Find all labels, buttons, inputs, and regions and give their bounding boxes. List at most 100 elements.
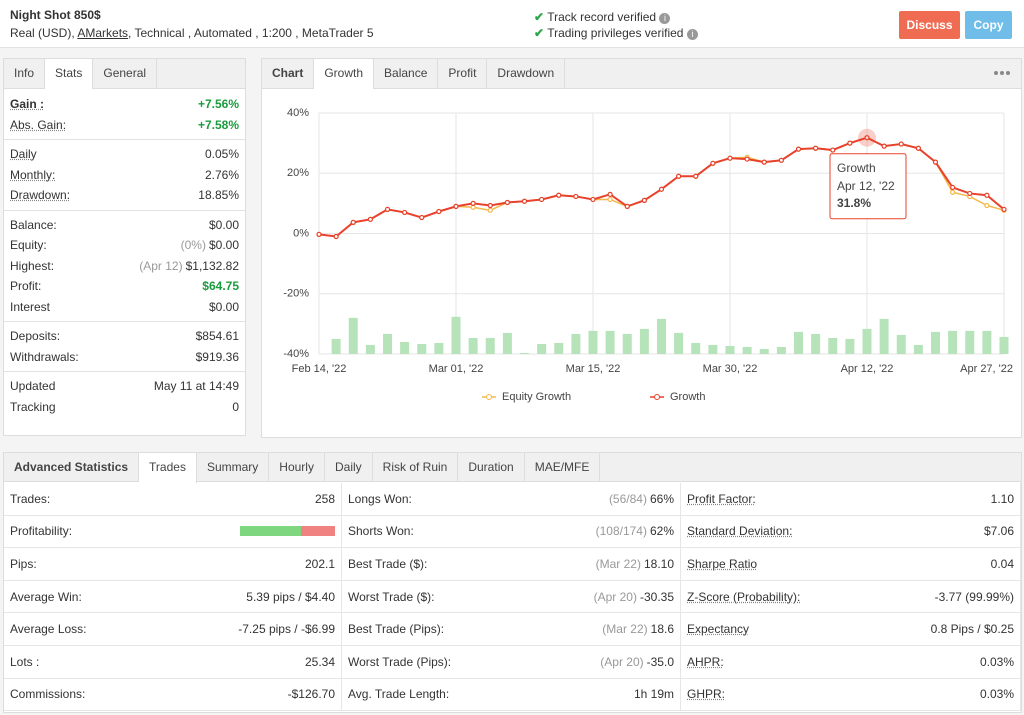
discuss-button[interactable]: Discuss <box>899 11 960 39</box>
stats-row: Updated May 11 at 14:49 <box>4 376 245 397</box>
stats-label: Equity: <box>10 238 47 252</box>
title: Night Shot 850$ <box>10 8 101 22</box>
chart-panel: Chart Growth Balance Profit Drawdown 40% 20% 0… <box>261 58 1022 438</box>
stat-cell: Profitability: <box>4 515 342 549</box>
point <box>864 135 870 141</box>
bar <box>759 348 769 354</box>
stat-value: -35.0 <box>646 654 674 669</box>
x-tick-label: Mar 01, '22 <box>429 363 484 375</box>
verified-text: Trading privileges verified <box>547 26 684 40</box>
bar <box>828 337 838 354</box>
tab[interactable]: Daily <box>325 453 373 481</box>
bar-won <box>240 526 301 537</box>
stat-cell: Z-Score (Probability): -3.77 (99.99%) <box>681 580 1021 614</box>
stat-label: Average Win: <box>10 589 82 604</box>
bar <box>657 318 666 354</box>
stat-value-box: (Apr 20) -35.0 <box>600 655 674 669</box>
tab[interactable]: Hourly <box>269 453 325 481</box>
point <box>573 193 579 200</box>
y-tick-label: 0% <box>293 227 309 239</box>
tab[interactable]: Summary <box>197 453 270 481</box>
stat-value: 62% <box>649 524 674 539</box>
stats-group: Balance: $0.00 Equity: (0%) $0.00 Highest: (Ap… <box>4 211 245 322</box>
point <box>641 197 647 203</box>
tooltip-title: Growth <box>837 161 876 175</box>
stats-value-box: 2.76% <box>205 165 239 186</box>
tooltip-date: Apr 12, '22 <box>837 179 895 193</box>
stat-cell: Trades: 258 <box>4 483 342 516</box>
stat-label: Worst Trade (Pips): <box>348 654 452 669</box>
x-tick-label: Feb 14, '22 <box>292 363 347 375</box>
point <box>539 196 545 203</box>
point <box>950 184 956 191</box>
stats-value: 0 <box>232 399 239 414</box>
tab[interactable]: MAE/MFE <box>525 453 601 481</box>
bar <box>948 330 958 354</box>
stats-value-box: 0.05% <box>205 144 239 165</box>
bar <box>485 337 495 354</box>
bar <box>708 344 718 354</box>
tab[interactable]: Drawdown <box>487 59 566 88</box>
point <box>984 202 990 209</box>
stat-value-box: 258 <box>315 492 335 506</box>
point <box>778 157 784 163</box>
menu-icon[interactable] <box>994 71 1010 75</box>
tab[interactable]: Growth <box>314 59 375 89</box>
tab[interactable]: Balance <box>374 59 439 88</box>
stats-value: $0.00 <box>208 238 239 252</box>
stat-value: -3.77 (99.99%) <box>934 589 1014 604</box>
bar <box>639 328 649 354</box>
stats-group: Updated May 11 at 14:49 Tracking 0 <box>4 372 245 421</box>
stats-value: May 11 at 14:49 <box>153 379 239 393</box>
chart-tabs: Chart Growth Balance Profit Drawdown <box>262 59 1021 89</box>
stats-row: Monthly: 2.76% <box>4 165 245 186</box>
legend-label: Growth <box>670 391 705 403</box>
bar <box>348 317 358 354</box>
bar <box>794 331 803 354</box>
stat-value-box: (Mar 22) 18.10 <box>596 557 674 571</box>
stat-value-box: (108/174) 62% <box>596 524 674 538</box>
point <box>967 190 973 197</box>
verified-item: ✔ Track record verified i <box>534 9 698 25</box>
point <box>676 173 682 179</box>
tab[interactable]: Duration <box>458 453 525 481</box>
stat-value-box: 0.04 <box>991 557 1014 571</box>
broker[interactable]: AMarkets <box>77 26 129 40</box>
tab[interactable]: Profit <box>438 59 488 88</box>
y-tick-label: -40% <box>283 348 309 360</box>
stat-cell: Shorts Won: (108/174) 62% <box>342 515 681 549</box>
stat-value: 66% <box>649 491 674 506</box>
point <box>521 198 528 204</box>
tab[interactable]: Risk of Ruin <box>373 453 459 481</box>
stats-value-box: $919.36 <box>196 347 239 368</box>
stats-row: Tracking 0 <box>4 397 245 418</box>
y-tick-label: 40% <box>287 107 309 119</box>
copy-button[interactable]: Copy <box>965 11 1012 39</box>
tab[interactable]: Stats <box>45 59 94 89</box>
stat-cell: Longs Won: (56/84) 66% <box>342 483 681 516</box>
stat-value-box: 5.39 pips / $4.40 <box>246 590 335 604</box>
point <box>624 203 630 209</box>
stat-label: Profit Factor: <box>687 491 756 506</box>
stat-label: Avg. Trade Length: <box>348 687 450 702</box>
tab[interactable]: Info <box>4 59 46 88</box>
point <box>487 202 493 209</box>
bar <box>417 343 427 354</box>
tab-title: Chart <box>262 59 315 88</box>
stat-label: Trades: <box>10 491 51 506</box>
y-tick-label: 20% <box>287 167 309 179</box>
stats-row: Equity: (0%) $0.00 <box>4 235 245 256</box>
stats-row: Balance: $0.00 <box>4 215 245 236</box>
bar <box>913 344 923 354</box>
stat-note: (Apr 20) <box>600 654 644 669</box>
stat-value-box: -7.25 pips / -$6.99 <box>238 622 335 636</box>
stats-value-box: May 11 at 14:49 <box>154 376 239 397</box>
bar <box>862 328 872 354</box>
tooltip-value: 31.8% <box>837 196 871 210</box>
stats-label: Deposits: <box>10 329 61 343</box>
point <box>607 191 613 197</box>
stat-label: Shorts Won: <box>348 524 414 539</box>
point <box>727 155 733 161</box>
tab[interactable]: General <box>93 59 158 88</box>
tab[interactable]: Trades <box>139 453 197 483</box>
